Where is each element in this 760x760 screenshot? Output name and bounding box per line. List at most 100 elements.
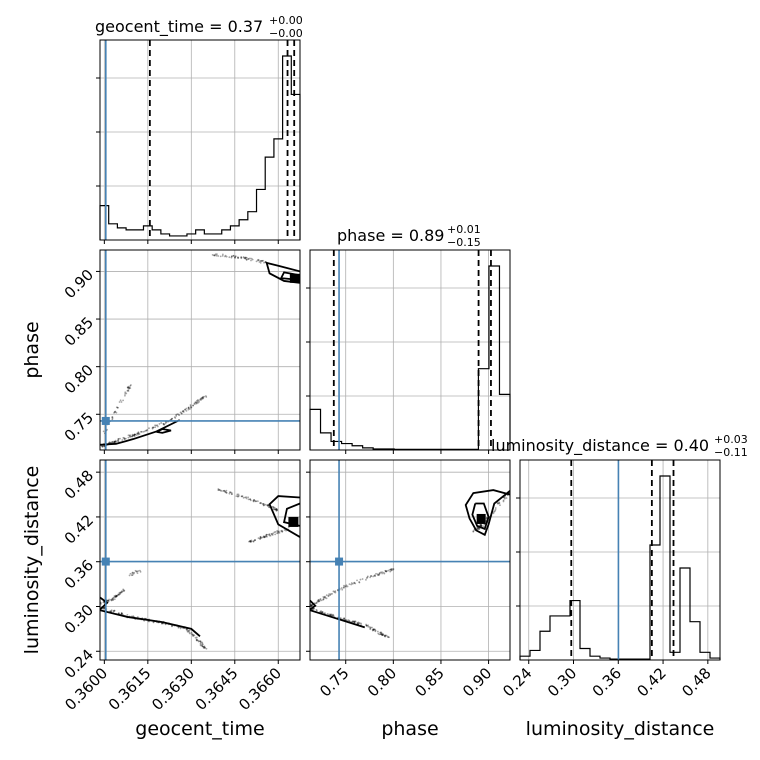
s2c-pt-61 [503, 496, 506, 499]
scatter-panel-phase-luminosity_distance [306, 459, 511, 664]
s2a-pt-101 [311, 604, 313, 607]
s1d-pt-53 [223, 489, 226, 492]
s0c-pt-31 [245, 256, 248, 259]
s1e-pt-36 [259, 536, 262, 539]
s1a-pt-25 [110, 599, 113, 602]
s0a-pt-11 [140, 431, 142, 433]
s1b-pt-96 [196, 638, 199, 641]
s0a-pt-131 [204, 395, 207, 397]
s0a-pt-68 [127, 436, 130, 439]
s1b-pt-90 [195, 636, 198, 639]
s2c-pt-79 [493, 510, 496, 513]
s0a-pt-162 [185, 407, 188, 410]
s0a-pt-96 [133, 433, 136, 436]
s0a-pt-91 [151, 426, 154, 429]
s2a-pt-90 [341, 588, 344, 591]
s2a-pt-37 [332, 590, 335, 593]
s0b-pt-26 [127, 390, 130, 392]
s2b-pt-15 [383, 634, 386, 637]
s0c-pt-1 [258, 259, 260, 262]
s1d-pt-46 [263, 503, 265, 505]
s1e-pt-58 [277, 532, 279, 534]
s1b-pt-24 [113, 609, 116, 612]
density-core-1 [288, 516, 299, 527]
s0c-pt-49 [245, 258, 248, 261]
s1c-pt-8 [137, 570, 140, 572]
s2b-pt-71 [312, 607, 315, 610]
s1b-pt-6 [188, 629, 191, 632]
s0c-pt-40 [250, 259, 252, 262]
s1b-pt-131 [198, 640, 201, 643]
s2a-pt-24 [376, 573, 379, 576]
s2b-pt-117 [331, 614, 333, 617]
s1d-pt-70 [275, 509, 278, 512]
s2b-pt-51 [365, 624, 368, 627]
s2b-pt-78 [354, 620, 356, 623]
s0a-pt-30 [192, 404, 195, 407]
s2c-pt-35 [498, 501, 501, 504]
s2a-pt-6 [316, 600, 319, 603]
s0b-pt-8 [114, 410, 117, 413]
s1d-pt-19 [230, 493, 233, 496]
s2a-pt-23 [389, 570, 392, 573]
s0c-pt-2 [225, 255, 228, 258]
s1a-pt-26 [114, 594, 117, 597]
s2b-pt-68 [369, 627, 372, 630]
s2b-pt-43 [356, 622, 359, 625]
s1b-pt-100 [109, 610, 112, 613]
title-phase-sup: +0.01 [447, 223, 481, 236]
s1e-pt-55 [263, 535, 265, 538]
s2b-pt-28 [376, 630, 379, 633]
s0a-pt-153 [117, 438, 120, 440]
s1c-pt-4 [129, 572, 132, 575]
s0a-pt-82 [201, 397, 204, 400]
s1a-pt-52 [114, 595, 117, 598]
s0a-pt-167 [202, 397, 205, 400]
s2a-pt-14 [325, 594, 328, 597]
s2b-pt-99 [313, 607, 315, 610]
s2b-pt-110 [381, 633, 384, 636]
s2a-pt-81 [319, 598, 322, 600]
s0a-pt-142 [117, 440, 119, 442]
s2b-pt-45 [371, 629, 374, 632]
s1d-pt-22 [223, 489, 226, 492]
s2a-pt-51 [322, 598, 325, 601]
s1d-pt-73 [219, 489, 222, 492]
s1b-pt-41 [193, 634, 196, 637]
s1e-pt-21 [259, 537, 262, 540]
s1d-pt-12 [244, 496, 246, 499]
s1b-pt-87 [121, 612, 123, 615]
s2b-pt-6 [352, 620, 355, 623]
s0a-pt-31 [170, 418, 173, 421]
s0b-pt-15 [113, 411, 116, 413]
hist-frame-luminosity_distance [519, 459, 721, 661]
s0a-pt-37 [198, 401, 200, 403]
s1c-pt-11 [133, 571, 136, 574]
s2b-pt-116 [324, 612, 326, 615]
s2a-pt-49 [382, 571, 385, 574]
s2b-pt-75 [352, 620, 354, 623]
ytick-label-phase-3: 0.90 [61, 266, 97, 302]
s1a-pt-22 [122, 589, 125, 592]
ylabel-luminosity-distance: luminosity_distance [21, 466, 43, 655]
s2a-pt-20 [345, 585, 348, 588]
s0a-pt-101 [177, 413, 180, 416]
s2b-pt-77 [358, 622, 361, 625]
s1b-pt-43 [126, 613, 129, 616]
s1a-pt-45 [102, 601, 105, 604]
s0c-pt-7 [234, 255, 237, 258]
s0a-pt-122 [124, 437, 127, 440]
s0b-pt-4 [111, 417, 114, 420]
s1b-pt-113 [188, 631, 191, 634]
s0c-pt-48 [228, 256, 231, 259]
s0c-pt-16 [263, 261, 265, 264]
s1d-pt-41 [249, 499, 252, 502]
s0c-pt-37 [250, 257, 253, 260]
s1b-pt-15 [197, 640, 200, 643]
xtick-label-geocent_time-4: 0.3660 [235, 664, 285, 714]
s0c-pt-27 [256, 259, 259, 262]
s1c-pt-7 [132, 572, 135, 575]
s2b-pt-20 [384, 635, 387, 638]
s1e-pt-11 [254, 539, 256, 542]
s2b-pt-98 [321, 611, 324, 613]
